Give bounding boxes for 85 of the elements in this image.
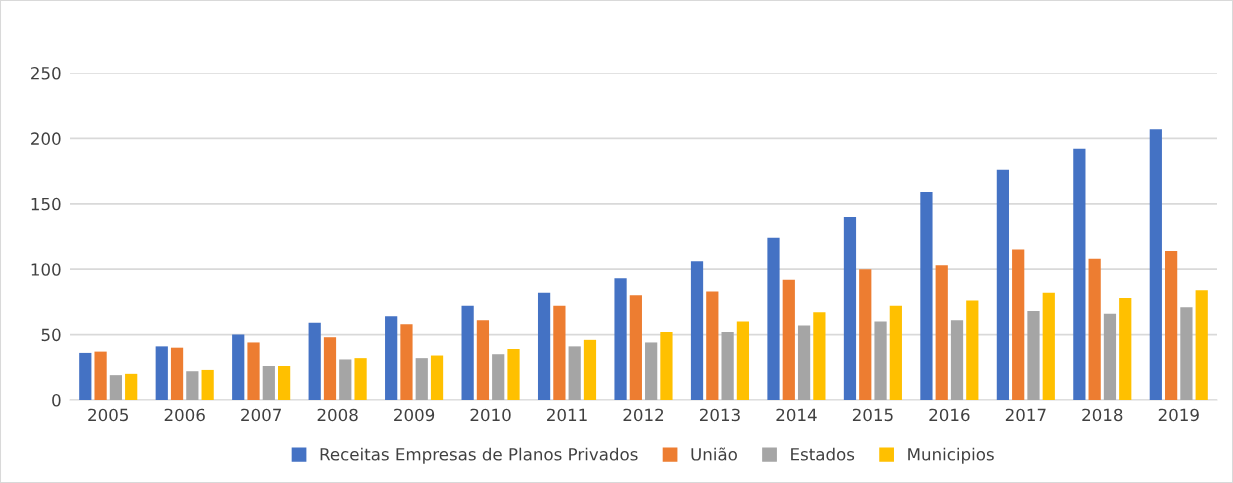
- x-tick-label: 2015: [852, 408, 893, 422]
- y-tick-label: 0: [52, 393, 61, 407]
- legend-label: Municipios: [908, 447, 994, 464]
- bar: [706, 291, 719, 400]
- bar: [476, 320, 490, 400]
- bar: [537, 292, 551, 400]
- legend-label: União: [691, 447, 737, 461]
- bar: [553, 305, 566, 400]
- bar: [247, 342, 260, 400]
- x-tick-label: 2011: [547, 408, 587, 422]
- x-tick-label: 2009: [394, 408, 435, 422]
- bar: [966, 300, 979, 400]
- bar: [1027, 311, 1040, 400]
- x-tick-label: 2019: [1158, 408, 1199, 422]
- bar: [1088, 258, 1101, 400]
- x-tick-label: 2016: [929, 408, 970, 422]
- bar: [874, 321, 887, 400]
- legend-label: Estados: [791, 447, 855, 461]
- bar: [339, 359, 352, 400]
- y-tick-label: 250: [31, 66, 61, 80]
- bar: [1119, 297, 1132, 400]
- bar: [155, 346, 168, 400]
- legend-label: Receitas Empresas de Planos Privados: [320, 447, 638, 464]
- bar: [1012, 249, 1025, 400]
- bar: [492, 354, 505, 400]
- bar: [568, 346, 581, 400]
- x-tick-label: 2010: [470, 408, 511, 422]
- bar: [323, 337, 337, 400]
- bar: [721, 331, 734, 400]
- x-tick-label: 2012: [623, 408, 664, 422]
- bar: [277, 365, 291, 400]
- bar: [308, 322, 321, 400]
- bar: [797, 325, 811, 400]
- x-tick-label: 2013: [699, 408, 740, 422]
- bar: [201, 369, 214, 400]
- bar: [125, 373, 138, 400]
- bar: [690, 261, 704, 400]
- x-tick-label: 2018: [1082, 408, 1123, 422]
- y-tick-label: 100: [31, 263, 61, 276]
- bar: [262, 365, 275, 400]
- x-tick-label: 2017: [1005, 408, 1046, 422]
- bar: [583, 339, 597, 400]
- bar: [629, 295, 642, 400]
- bar: [1149, 129, 1162, 400]
- bar: [461, 305, 474, 400]
- bar: [843, 216, 857, 400]
- bar: [232, 334, 245, 400]
- bar: [1103, 313, 1117, 400]
- bar: [889, 305, 902, 400]
- bar: [736, 321, 750, 400]
- bar: [186, 371, 199, 400]
- x-tick-label: 2005: [88, 408, 128, 422]
- bar: [109, 375, 122, 400]
- bar: [996, 169, 1010, 400]
- bar: [400, 324, 413, 400]
- x-tick-label: 2006: [164, 408, 205, 422]
- x-tick-label: 2008: [317, 408, 358, 422]
- bar: [1195, 290, 1208, 400]
- bar: [950, 320, 964, 400]
- bar: [1180, 307, 1193, 400]
- bar: [79, 352, 92, 400]
- bar: [507, 348, 520, 400]
- bar: [920, 192, 933, 400]
- bar: [645, 342, 658, 400]
- bar: [354, 358, 367, 400]
- bar: [813, 312, 826, 400]
- bar: [94, 351, 107, 400]
- y-tick-label: 50: [41, 328, 61, 342]
- bar: [385, 316, 398, 400]
- x-tick-label: 2007: [241, 408, 281, 422]
- bar: [782, 279, 795, 400]
- x-tick-label: 2014: [776, 408, 817, 422]
- bar: [1165, 250, 1178, 400]
- bar: [660, 331, 673, 400]
- bar: [1042, 292, 1055, 400]
- y-tick-label: 200: [31, 132, 61, 145]
- bar: [1073, 148, 1086, 400]
- bar: [935, 265, 948, 400]
- bar: [614, 278, 627, 400]
- y-tick-label: 150: [31, 197, 61, 211]
- bar: [859, 269, 872, 400]
- bar: [170, 347, 184, 400]
- bar: [415, 358, 428, 400]
- bar: [430, 355, 444, 400]
- bar: [767, 237, 780, 400]
